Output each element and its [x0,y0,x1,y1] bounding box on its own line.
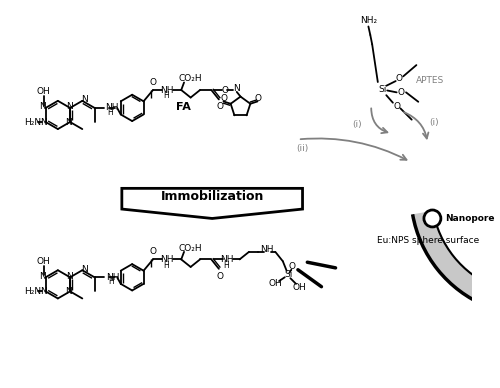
Text: OH: OH [293,283,306,292]
Text: APTES: APTES [416,76,444,85]
Text: H: H [108,108,114,117]
Text: O: O [150,248,156,256]
Text: OH: OH [37,257,51,266]
Text: (i): (i) [430,118,439,127]
Text: N: N [40,287,47,296]
Text: N: N [40,102,46,111]
Text: O: O [220,94,227,103]
Text: O: O [393,102,400,111]
Text: Eu:NPS sphere surface: Eu:NPS sphere surface [376,236,479,244]
Text: H₂N: H₂N [24,118,41,126]
Text: O: O [216,102,224,111]
Text: NH: NH [160,255,174,264]
Text: N: N [65,287,71,296]
Text: Si: Si [378,85,386,94]
Text: N: N [66,102,72,111]
Text: OH: OH [268,279,282,288]
Text: O: O [289,262,296,272]
Text: FA: FA [176,102,190,112]
Text: NH₂: NH₂ [360,16,377,25]
Wedge shape [412,211,500,315]
Text: H₂N: H₂N [24,287,41,296]
Text: (i): (i) [352,120,362,129]
Text: NH: NH [160,85,174,95]
Text: O: O [221,85,228,95]
Text: NH: NH [220,255,234,264]
Text: N: N [40,272,46,281]
Text: NH: NH [104,103,118,113]
Text: O: O [150,78,156,87]
Text: OH: OH [37,87,51,96]
Text: Immobilization: Immobilization [160,191,264,203]
Circle shape [424,210,441,227]
Text: H: H [164,261,169,270]
Text: N: N [40,118,47,126]
Text: H: H [164,91,169,100]
Text: O: O [216,272,224,281]
Text: N: N [66,272,72,281]
Text: H: H [224,261,230,270]
Text: (ii): (ii) [296,144,308,153]
Text: N: N [81,95,87,104]
Text: O: O [254,94,261,103]
Text: O: O [398,88,405,97]
Text: CO₂H: CO₂H [179,74,203,83]
Text: NH: NH [260,244,274,253]
Text: Si: Si [284,270,292,279]
Text: NH: NH [106,273,119,282]
Text: CO₂H: CO₂H [179,244,203,253]
Text: O: O [396,74,403,83]
Text: H: H [108,277,114,286]
Text: N: N [81,265,87,274]
Text: Nanopore: Nanopore [446,214,495,223]
Text: N: N [65,118,71,126]
Text: N: N [234,84,240,93]
